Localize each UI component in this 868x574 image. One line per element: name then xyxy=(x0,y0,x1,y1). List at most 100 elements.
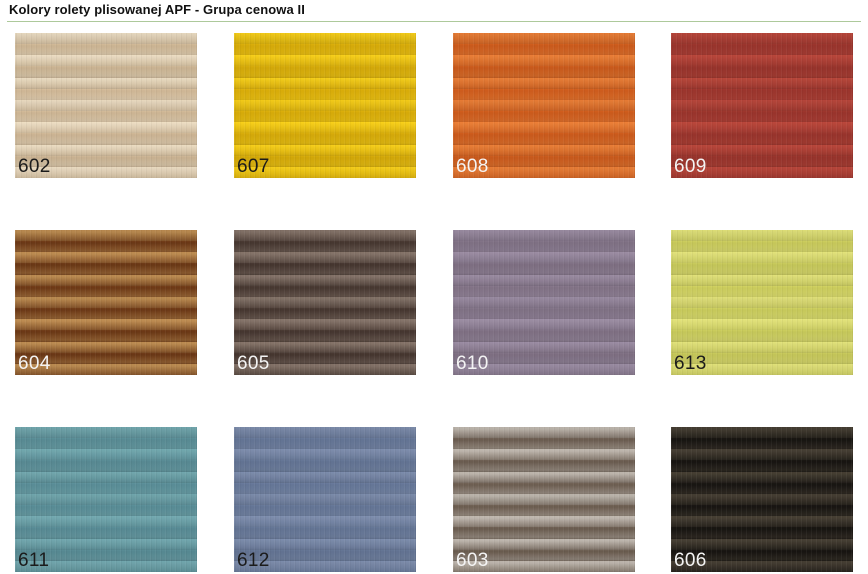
pleat-band xyxy=(15,549,197,562)
pleat-band xyxy=(453,133,635,146)
swatch-pleat-texture xyxy=(15,427,197,572)
pleat-band xyxy=(15,308,197,320)
pleat-band xyxy=(234,144,416,157)
pleat-band xyxy=(15,122,197,134)
pleat-band xyxy=(453,241,635,253)
pleat-band xyxy=(671,471,853,484)
pleat-band xyxy=(15,330,197,343)
pleat-band xyxy=(453,263,635,276)
pleat-band xyxy=(453,44,635,56)
pleat-band xyxy=(234,230,416,242)
pleat-band xyxy=(671,505,853,517)
color-swatch-605[interactable]: 605 xyxy=(234,230,416,375)
pleat-band xyxy=(15,505,197,517)
color-swatch-609[interactable]: 609 xyxy=(671,33,853,178)
pleat-band xyxy=(671,296,853,309)
pleat-band xyxy=(15,427,197,439)
pleat-band xyxy=(15,33,197,45)
pleat-band xyxy=(15,438,197,450)
pleat-band xyxy=(15,166,197,178)
pleat-band xyxy=(671,66,853,79)
swatch-pleat-texture xyxy=(671,33,853,178)
pleat-band xyxy=(453,33,635,45)
pleat-band xyxy=(15,471,197,484)
color-swatch-612[interactable]: 612 xyxy=(234,427,416,572)
pleat-band xyxy=(234,341,416,354)
pleat-band xyxy=(234,319,416,331)
color-swatch-602[interactable]: 602 xyxy=(15,33,197,178)
pleat-band xyxy=(234,274,416,287)
pleat-band xyxy=(234,363,416,375)
pleat-band xyxy=(453,230,635,242)
pleat-band xyxy=(15,241,197,253)
pleat-band xyxy=(234,263,416,276)
color-swatch-613[interactable]: 613 xyxy=(671,230,853,375)
pleat-band xyxy=(234,493,416,506)
color-swatch-606[interactable]: 606 xyxy=(671,427,853,572)
color-swatch-603[interactable]: 603 xyxy=(453,427,635,572)
pleat-band xyxy=(15,111,197,123)
pleat-band xyxy=(671,427,853,439)
pleat-band xyxy=(234,66,416,79)
pleat-band xyxy=(671,230,853,242)
pleat-band xyxy=(15,460,197,473)
pleat-band xyxy=(15,449,197,462)
swatch-pleat-texture xyxy=(453,427,635,572)
pleat-band xyxy=(671,352,853,365)
pleat-band xyxy=(453,285,635,298)
pleat-band xyxy=(15,493,197,506)
pleat-band xyxy=(453,252,635,265)
pleat-band xyxy=(671,166,853,178)
pleat-band xyxy=(15,263,197,276)
pleat-band xyxy=(671,516,853,528)
pleat-band xyxy=(671,252,853,265)
pleat-band xyxy=(15,66,197,79)
pleat-band xyxy=(234,471,416,484)
pleat-band xyxy=(234,438,416,450)
pleat-band xyxy=(234,516,416,528)
swatch-pleat-texture xyxy=(453,230,635,375)
pleat-band xyxy=(234,155,416,168)
pleat-band xyxy=(15,482,197,495)
pleat-band xyxy=(453,155,635,168)
pleat-band xyxy=(671,111,853,123)
pleat-band xyxy=(671,527,853,540)
pleat-band xyxy=(234,77,416,90)
pleat-band xyxy=(453,144,635,157)
pleat-band xyxy=(453,482,635,495)
color-swatch-607[interactable]: 607 xyxy=(234,33,416,178)
pleat-band xyxy=(234,285,416,298)
pleat-band xyxy=(234,538,416,551)
pleat-band xyxy=(234,241,416,253)
pleat-band xyxy=(671,449,853,462)
pleat-band xyxy=(453,560,635,572)
swatch-pleat-texture xyxy=(234,427,416,572)
pleat-band xyxy=(234,560,416,572)
pleat-band xyxy=(453,516,635,528)
pleat-band xyxy=(671,88,853,101)
color-swatch-610[interactable]: 610 xyxy=(453,230,635,375)
pleat-band xyxy=(15,319,197,331)
pleat-band xyxy=(234,449,416,462)
pleat-band xyxy=(15,560,197,572)
pleat-band xyxy=(453,471,635,484)
pleat-band xyxy=(453,319,635,331)
pleat-band xyxy=(15,99,197,112)
pleat-band xyxy=(671,341,853,354)
pleat-band xyxy=(453,427,635,439)
pleat-band xyxy=(234,99,416,112)
pleat-band xyxy=(234,88,416,101)
pleat-band xyxy=(671,549,853,562)
color-swatch-608[interactable]: 608 xyxy=(453,33,635,178)
color-swatch-611[interactable]: 611 xyxy=(15,427,197,572)
pleat-band xyxy=(234,111,416,123)
pleat-band xyxy=(15,296,197,309)
pleat-band xyxy=(234,166,416,178)
color-swatch-604[interactable]: 604 xyxy=(15,230,197,375)
pleat-band xyxy=(671,144,853,157)
pleat-band xyxy=(453,77,635,90)
pleat-band xyxy=(234,427,416,439)
pleat-band xyxy=(671,493,853,506)
pleat-band xyxy=(453,99,635,112)
pleat-band xyxy=(15,274,197,287)
